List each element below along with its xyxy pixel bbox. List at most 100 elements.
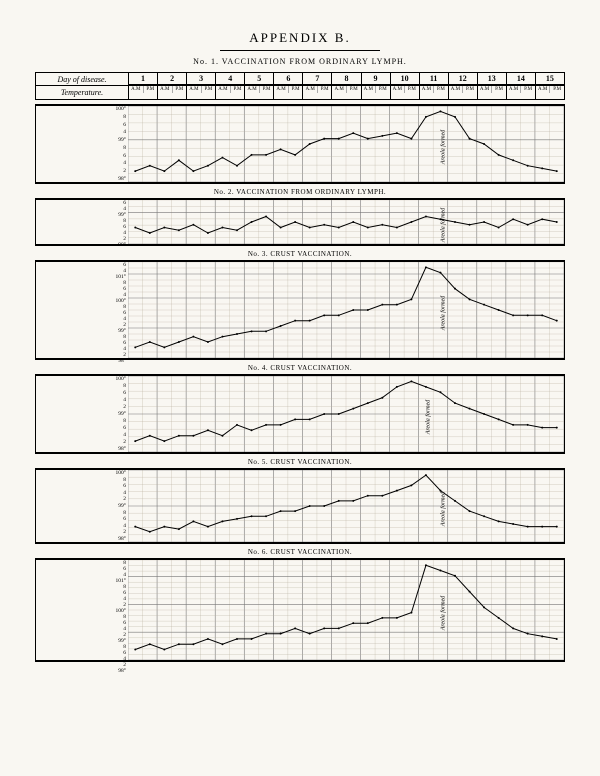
pm-label: P.M [260,86,274,93]
am-label: A.M [362,86,377,93]
ampm-column: A.MP.M [536,86,564,99]
chart-title: No. 5. CRUST VACCINATION. [35,458,565,466]
pm-label: P.M [144,86,158,93]
y-tick-label: 4 [102,129,126,135]
day-number: 1 [129,73,157,85]
pm-label: P.M [492,86,506,93]
day-number: 6 [274,73,302,85]
y-axis: 64101°864100°864299°864298° [36,262,128,358]
am-label: A.M [332,86,347,93]
day-column: 15 [536,73,564,85]
y-tick-label: 4 [102,523,126,529]
day-column: 4 [216,73,245,85]
am-label: A.M [303,86,318,93]
areola-annotation: Areola formed [440,296,446,331]
chart-title: No. 4. CRUST VACCINATION. [35,364,565,372]
pm-label: P.M [318,86,332,93]
plot-area: Areola formed [128,560,564,660]
header-label-col: Day of disease. [36,73,129,85]
pm-label: P.M [347,86,361,93]
y-tick-label: 4 [102,432,126,438]
day-column: 13 [478,73,507,85]
chart-block: No. 6. CRUST VACCINATION.864101°8642100°… [35,548,565,662]
y-tick-label: 8 [102,477,126,483]
y-tick-label: 100° [102,376,126,382]
am-label: A.M [507,86,522,93]
y-tick-label: 6 [102,483,126,489]
temp-row: Temperature. A.MP.MA.MP.MA.MP.MA.MP.MA.M… [35,86,565,100]
y-tick-label: 98° [102,536,126,542]
chart-wrap: 100°86499°864298°Areola formed [35,104,565,184]
y-tick-label: 98° [102,358,126,364]
day-number: 4 [216,73,244,85]
am-label: A.M [245,86,260,93]
day-number: 8 [332,73,360,85]
y-tick-label: 4 [102,397,126,403]
day-number: 9 [362,73,390,85]
y-tick-label: 6 [102,516,126,522]
pm-label: P.M [376,86,390,93]
chart-block: No. 5. CRUST VACCINATION.100°864299°8642… [35,458,565,544]
y-tick-label: 6 [102,390,126,396]
day-column: 10 [391,73,420,85]
day-column: 12 [449,73,478,85]
pm-label: P.M [289,86,303,93]
am-label: A.M [129,86,144,93]
y-tick-label: 8 [102,145,126,151]
chart-wrap: 100°864299°864298°Areola formed [35,374,565,454]
y-labels: 864101°8642100°864299°864298° [102,560,128,660]
day-column: 5 [245,73,274,85]
chart-block: No. 4. CRUST VACCINATION.100°864299°8642… [35,364,565,454]
am-label: A.M [420,86,435,93]
ampm-column: A.MP.M [449,86,478,99]
day-number: 11 [420,73,448,85]
temperature-label: Temperature. [36,86,129,99]
day-column: 8 [332,73,361,85]
day-column: 9 [362,73,391,85]
am-label: A.M [158,86,173,93]
charts-container: 100°86499°864298°Areola formedNo. 2. VAC… [35,104,565,662]
y-tick-label: 100° [102,106,126,112]
day-number: 13 [478,73,506,85]
day-number: 12 [449,73,477,85]
y-labels: 64101°864100°864299°864298° [102,262,128,358]
y-axis: 6499°864298° [36,200,128,244]
ampm-column: A.MP.M [391,86,420,99]
day-column: 1 [129,73,158,85]
day-column: 6 [274,73,303,85]
am-label: A.M [391,86,406,93]
am-label: A.M [449,86,464,93]
day-of-disease-label: Day of disease. [57,75,106,84]
pm-label: P.M [550,86,564,93]
y-axis: 100°864299°864298° [36,470,128,542]
y-tick-label: 2 [102,404,126,410]
chart-block: 100°86499°864298°Areola formed [35,104,565,184]
ampm-column: A.MP.M [332,86,361,99]
areola-annotation: Areola formed [426,400,432,435]
y-labels: 100°864299°864298° [102,376,128,452]
y-tick-label: 99° [102,503,126,509]
y-tick-label: 8 [102,383,126,389]
appendix-title: APPENDIX B. [35,30,565,46]
y-tick-label: 6 [102,122,126,128]
y-labels: 6499°864298° [102,200,128,244]
y-tick-label: 100° [102,470,126,476]
ampm-column: A.MP.M [187,86,216,99]
y-tick-label: 99° [102,137,126,143]
y-tick-label: 98° [102,176,126,182]
y-tick-label: 99° [102,411,126,417]
ampm-columns: A.MP.MA.MP.MA.MP.MA.MP.MA.MP.MA.MP.MA.MP… [129,86,564,99]
ampm-column: A.MP.M [507,86,536,99]
pm-label: P.M [202,86,216,93]
y-tick-label: 6 [102,425,126,431]
ampm-column: A.MP.M [129,86,158,99]
day-column: 3 [187,73,216,85]
chart-block: No. 2. VACCINATION FROM ORDINARY LYMPH.6… [35,188,565,246]
y-tick-label: 6 [102,153,126,159]
pm-label: P.M [521,86,535,93]
title-rule [220,50,380,51]
day-column: 2 [158,73,187,85]
pm-label: P.M [231,86,245,93]
y-tick-label: 2 [102,168,126,174]
y-labels: 100°864299°864298° [102,470,128,542]
